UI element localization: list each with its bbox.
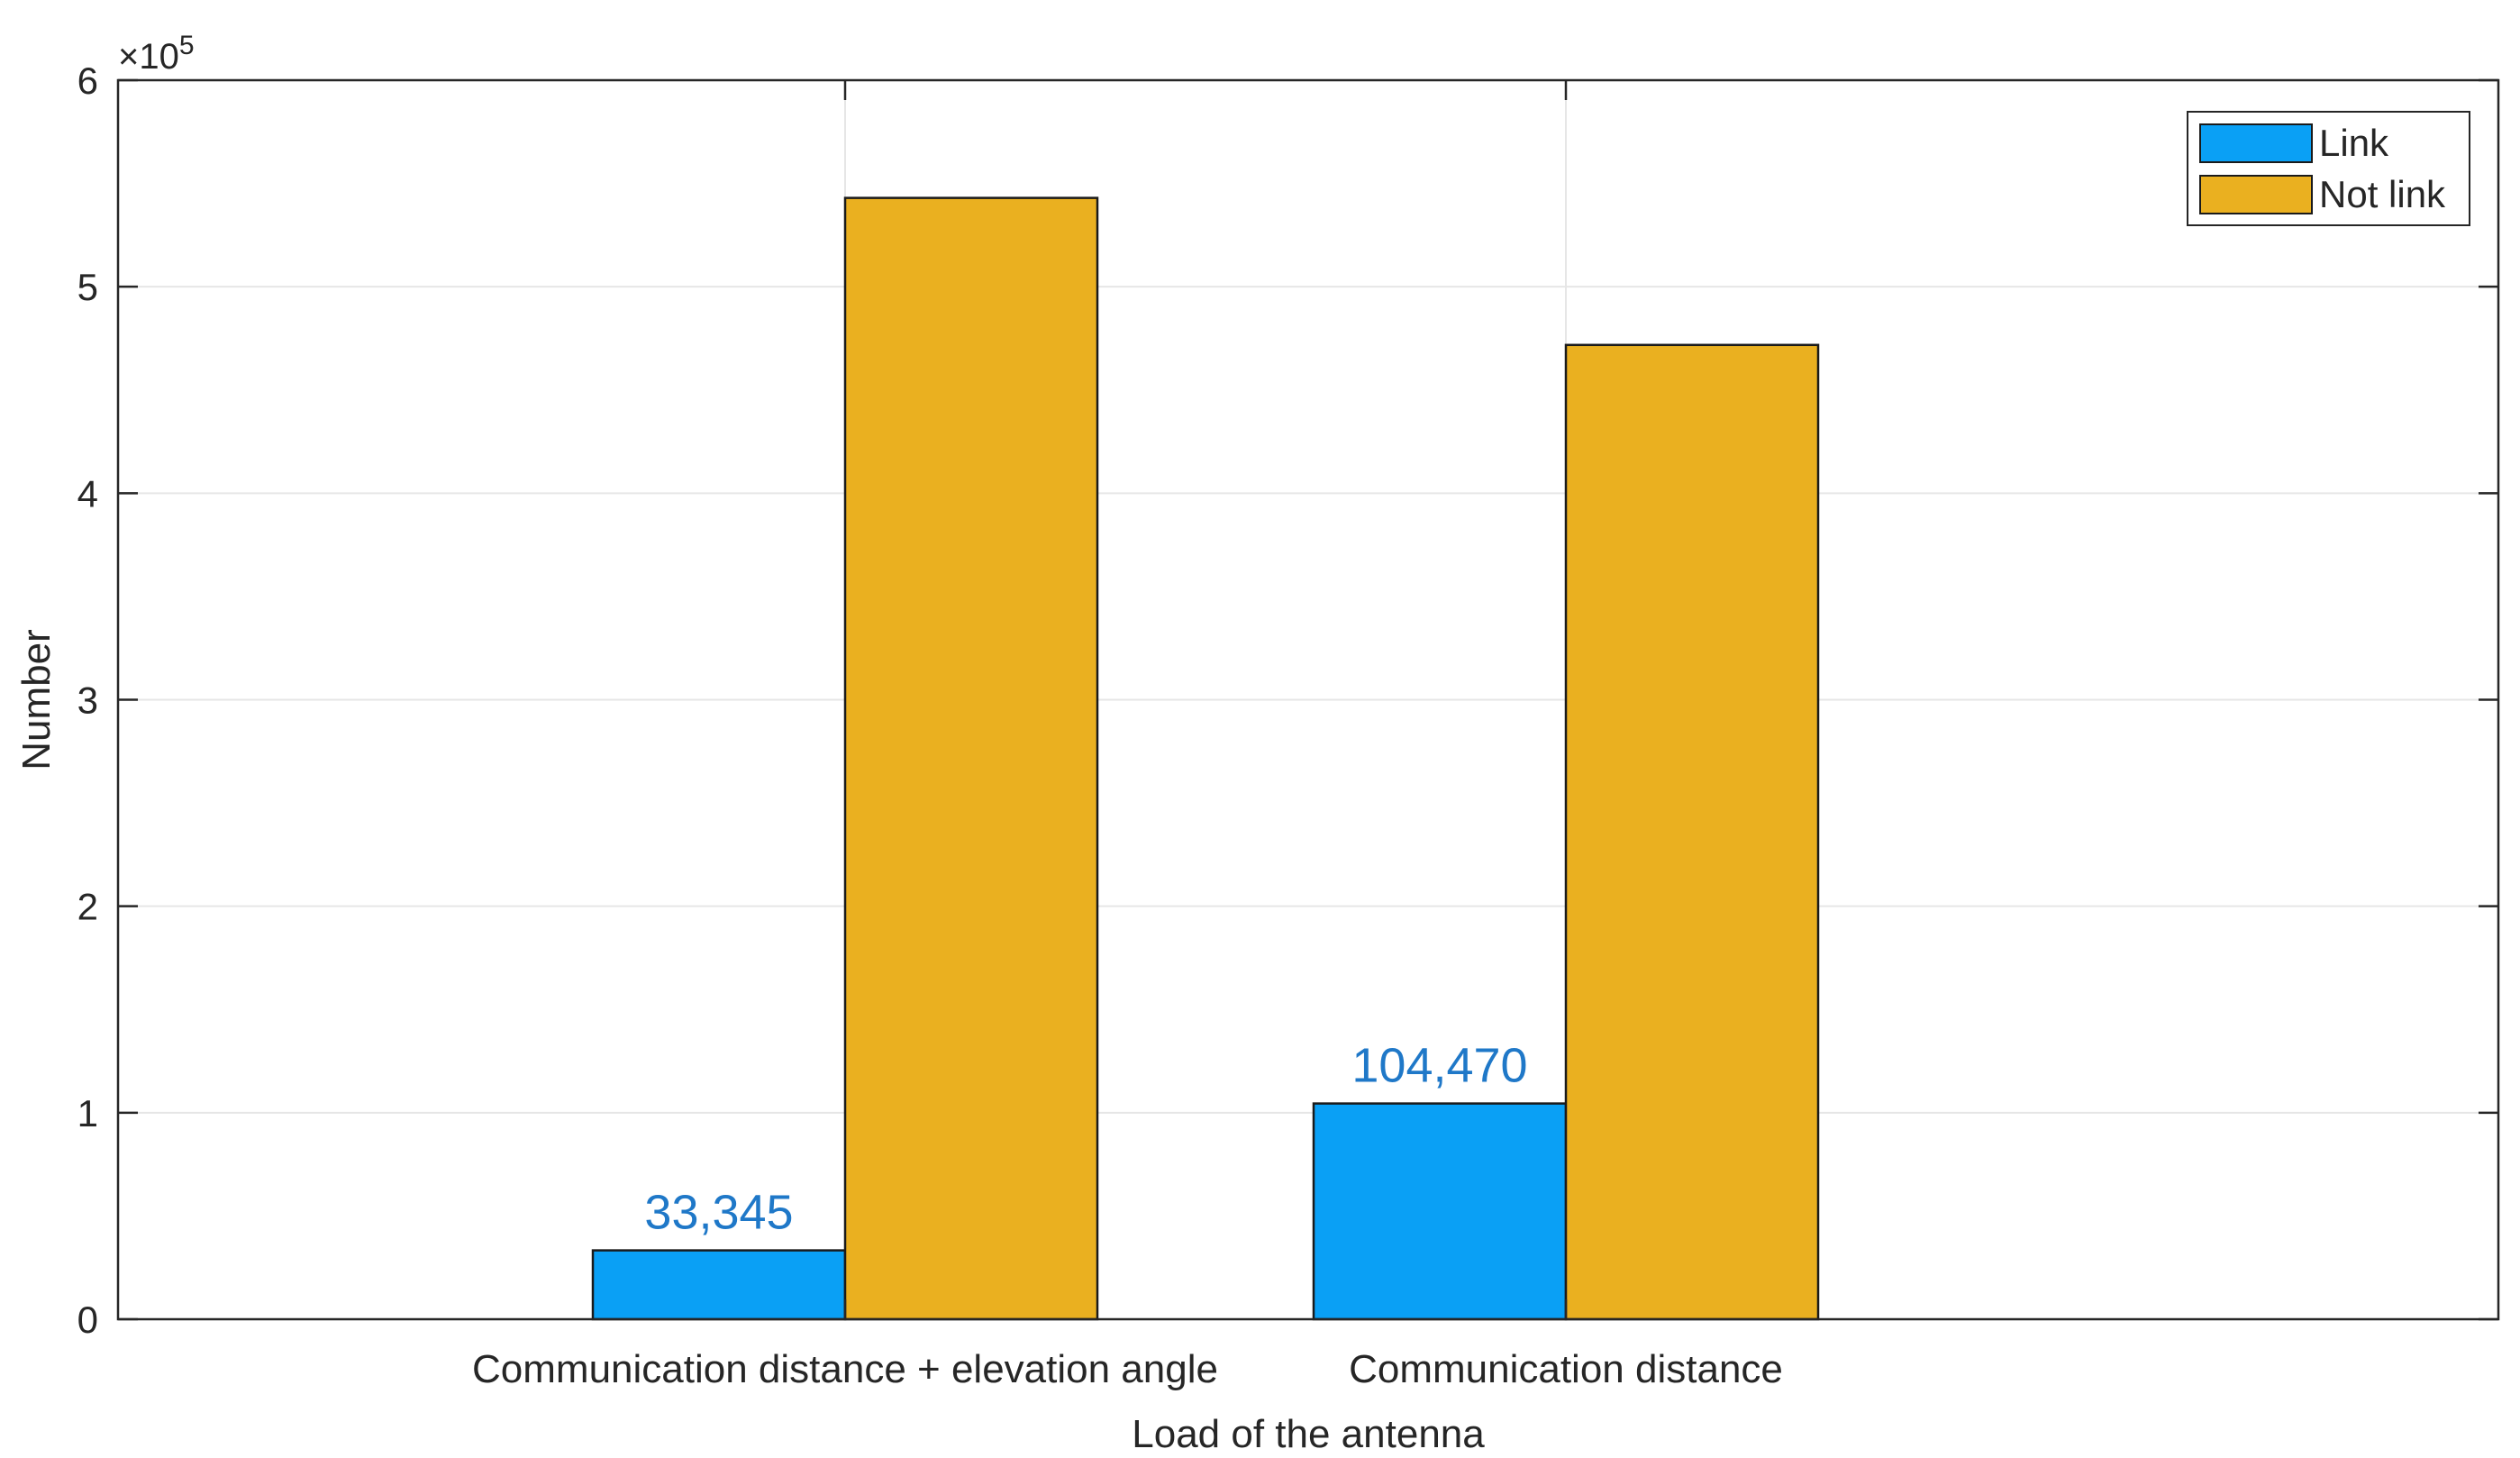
legend-swatch [2199,175,2313,214]
bar-not-link [1564,343,1820,1321]
y-tick-label: 6 [77,59,98,102]
data-labels: 33,345 104,470 [644,1039,1527,1240]
x-tick-label: Communication distance + elevation angle [472,1347,1218,1391]
y-axis-label: Number [14,629,59,770]
y-tick-label: 1 [77,1092,98,1135]
bar-link [591,1249,847,1321]
y-exponent-base: ×10 [118,37,179,77]
legend-items: Link Not link [2199,122,2446,215]
bars [591,196,1820,1321]
x-tick-label: Communication distance [1349,1347,1783,1391]
x-axis-label: Load of the antenna [1132,1412,1485,1453]
y-exponent-power: 5 [179,31,195,60]
y-tick-label: 0 [77,1299,98,1341]
data-label: 33,345 [644,1186,793,1240]
y-tick-label: 5 [77,266,98,308]
legend: Link Not link [2187,111,2470,226]
data-label: 104,470 [1351,1039,1527,1093]
legend-swatch [2199,123,2313,163]
ticks: 0 1 2 3 4 5 6 Communication distance + elevatio… [77,59,2498,1391]
bar-not-link [843,196,1099,1321]
y-tick-label: 3 [77,679,98,722]
bar-link [1312,1102,1568,1321]
y-tick-label: 2 [77,886,98,928]
legend-label: Not link [2319,173,2446,215]
y-exponent-label: ×105 [118,31,195,77]
legend-label: Link [2319,122,2389,164]
y-tick-label: 4 [77,472,98,515]
